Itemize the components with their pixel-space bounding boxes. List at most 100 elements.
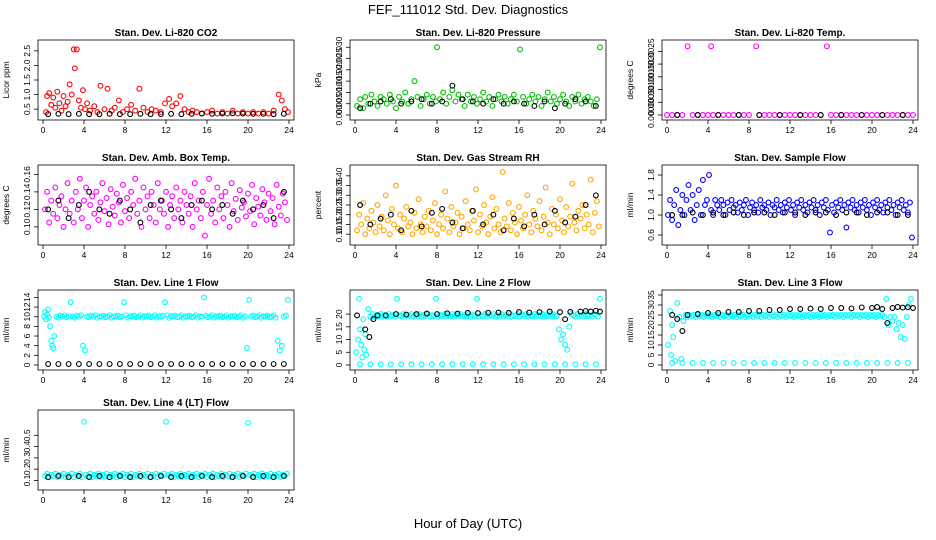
data-point-primary — [228, 180, 235, 187]
data-point-primary — [68, 197, 75, 204]
data-point-primary — [372, 229, 379, 236]
data-point-primary — [285, 296, 291, 303]
data-point-secondary — [280, 361, 287, 367]
data-point-secondary — [382, 312, 389, 319]
data-point-primary — [492, 96, 499, 103]
data-point-primary — [434, 44, 440, 51]
data-point-primary — [442, 188, 449, 195]
data-point-secondary — [387, 211, 394, 218]
data-point-primary — [734, 209, 741, 216]
data-point-primary — [130, 202, 137, 208]
data-point-primary — [278, 342, 285, 349]
data-point-primary — [75, 97, 82, 104]
data-point-secondary — [679, 212, 686, 218]
data-point-secondary — [55, 110, 62, 117]
y-tick-label: 0.10 — [334, 226, 344, 243]
data-point-primary — [566, 323, 573, 330]
x-tick-label: 8 — [123, 375, 128, 385]
x-tick-label: 24 — [284, 495, 294, 505]
data-point-secondary — [505, 309, 512, 316]
data-point-secondary — [874, 209, 881, 216]
page-title: FEF_111012 Std. Dev. Diagnostics — [367, 2, 569, 17]
data-point-primary — [761, 112, 768, 118]
data-point-secondary — [106, 110, 113, 117]
x-axis-label: Hour of Day (UTC) — [413, 516, 523, 531]
data-point-secondary — [157, 361, 164, 367]
data-point-primary — [909, 234, 915, 241]
data-point-primary — [113, 190, 120, 197]
data-point-secondary — [684, 312, 691, 318]
y-tick-label: 0.025 — [334, 48, 344, 70]
data-point-secondary — [679, 328, 686, 334]
y-axis-label: Licor ppm — [1, 61, 11, 98]
data-point-secondary — [280, 188, 287, 195]
data-point-primary — [591, 209, 598, 216]
data-point-primary — [99, 180, 106, 187]
data-point-primary — [446, 93, 453, 100]
x-tick-label: 20 — [243, 125, 253, 135]
data-point-primary — [541, 361, 548, 368]
data-point-primary — [206, 175, 213, 182]
data-point-primary — [894, 112, 901, 118]
data-point-primary — [503, 223, 510, 230]
data-point-primary — [894, 199, 901, 206]
data-point-secondary — [116, 197, 123, 204]
data-point-secondary — [209, 474, 216, 481]
data-point-primary — [368, 91, 375, 98]
data-point-primary — [485, 231, 492, 238]
data-point-primary — [82, 106, 88, 113]
data-point-primary — [383, 100, 390, 107]
data-point-primary — [394, 295, 400, 302]
y-tick-label: 2 — [22, 353, 32, 358]
data-point-primary — [140, 104, 147, 111]
data-point-secondary — [116, 111, 123, 118]
data-point-primary — [812, 112, 819, 118]
data-point-primary — [162, 299, 168, 306]
data-point-primary — [720, 360, 727, 366]
y-tick-label: 1.8 — [646, 169, 656, 181]
x-tick-label: 4 — [706, 375, 711, 385]
data-point-primary — [382, 192, 389, 199]
data-point-primary — [105, 221, 112, 228]
data-point-primary — [902, 202, 909, 208]
data-point-primary — [513, 98, 520, 105]
data-point-secondary — [541, 221, 548, 228]
plot-title: Stan. Dev. Gas Stream RH — [416, 153, 539, 164]
data-point-primary — [229, 107, 236, 114]
data-point-primary — [91, 210, 98, 217]
plot-title: Stan. Dev. Line 1 Flow — [114, 278, 219, 289]
x-tick-label: 0 — [41, 495, 46, 505]
data-point-primary — [187, 193, 194, 200]
data-point-primary — [828, 112, 834, 118]
data-point-primary — [76, 175, 83, 182]
data-point-primary — [783, 204, 790, 211]
data-point-primary — [80, 87, 86, 94]
x-tick-label: 24 — [284, 250, 294, 260]
data-point-secondary — [75, 202, 82, 208]
data-point-primary — [387, 361, 394, 368]
data-point-secondary — [188, 474, 195, 481]
data-point-primary — [473, 186, 479, 193]
x-tick-label: 20 — [555, 250, 565, 260]
data-point-secondary — [510, 98, 517, 105]
data-point-primary — [474, 295, 480, 302]
data-point-secondary — [705, 310, 711, 316]
data-point-primary — [234, 110, 241, 117]
data-point-secondary — [572, 213, 579, 220]
data-point-secondary — [720, 212, 727, 218]
data-point-secondary — [669, 212, 676, 218]
y-tick-label: 5 — [334, 350, 344, 355]
data-point-primary — [122, 208, 128, 215]
data-point-primary — [855, 209, 862, 216]
y-tick-label: 0.0010 — [646, 76, 656, 102]
data-point-primary — [84, 100, 91, 107]
data-point-primary — [418, 361, 425, 368]
data-point-secondary — [86, 361, 93, 367]
data-point-primary — [355, 336, 362, 343]
data-point-primary — [199, 188, 206, 195]
data-point-primary — [720, 202, 727, 208]
data-point-primary — [510, 361, 517, 368]
data-point-primary — [564, 346, 571, 353]
data-point-primary — [872, 204, 879, 211]
